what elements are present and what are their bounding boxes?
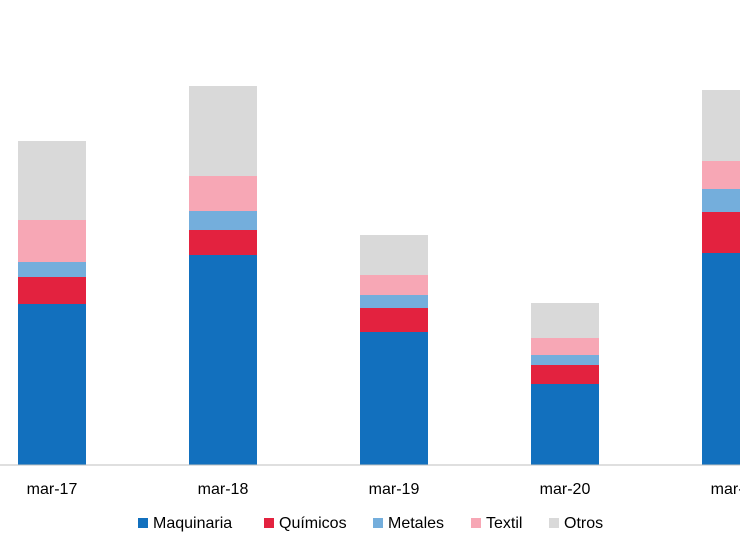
- bar-segment-maquinaria-mar-19: [360, 332, 428, 465]
- bar-segment-metales-mar-21: [702, 189, 740, 212]
- legend-swatch-metales: [373, 518, 383, 528]
- legend-swatch-otros: [549, 518, 559, 528]
- legend: Maquinaria Químicos Metales Textil Otros: [138, 515, 603, 532]
- bar-segment-metales-mar-20: [531, 355, 599, 365]
- legend-label-maquinaria: Maquinaria: [153, 515, 232, 532]
- legend-swatch-textil: [471, 518, 481, 528]
- bar-segment-químicos-mar-21: [702, 212, 740, 253]
- bar-segment-metales-mar-17: [18, 262, 86, 277]
- x-tick-label: mar-21: [711, 481, 740, 498]
- bar-segment-metales-mar-18: [189, 211, 257, 230]
- bar-segment-químicos-mar-20: [531, 365, 599, 384]
- bar-segment-químicos-mar-19: [360, 308, 428, 332]
- bar-segment-textil-mar-17: [18, 220, 86, 262]
- x-tick-label: mar-17: [27, 481, 78, 498]
- bar-segment-textil-mar-19: [360, 275, 428, 295]
- bar-segment-metales-mar-19: [360, 295, 428, 308]
- bar-segment-maquinaria-mar-17: [18, 304, 86, 465]
- legend-label-otros: Otros: [564, 515, 603, 532]
- bar-segment-químicos-mar-17: [18, 277, 86, 304]
- bars-layer: [18, 86, 740, 465]
- bar-segment-otros-mar-18: [189, 86, 257, 176]
- bar-segment-textil-mar-21: [702, 161, 740, 189]
- x-tick-label: mar-19: [369, 481, 420, 498]
- x-tick-labels: mar-17 mar-18 mar-19 mar-20 mar-21: [27, 481, 740, 498]
- bar-segment-otros-mar-19: [360, 235, 428, 275]
- legend-label-textil: Textil: [486, 515, 522, 532]
- x-tick-label: mar-20: [540, 481, 591, 498]
- legend-label-químicos: Químicos: [279, 515, 347, 532]
- legend-label-metales: Metales: [388, 515, 444, 532]
- bar-segment-maquinaria-mar-20: [531, 384, 599, 465]
- bar-segment-otros-mar-17: [18, 141, 86, 220]
- bar-segment-textil-mar-18: [189, 176, 257, 211]
- legend-swatch-químicos: [264, 518, 274, 528]
- bar-segment-textil-mar-20: [531, 338, 599, 355]
- bar-segment-otros-mar-20: [531, 303, 599, 338]
- x-tick-label: mar-18: [198, 481, 249, 498]
- bar-segment-maquinaria-mar-21: [702, 253, 740, 465]
- bar-segment-otros-mar-21: [702, 90, 740, 161]
- bar-segment-químicos-mar-18: [189, 230, 257, 255]
- bar-segment-maquinaria-mar-18: [189, 255, 257, 465]
- legend-swatch-maquinaria: [138, 518, 148, 528]
